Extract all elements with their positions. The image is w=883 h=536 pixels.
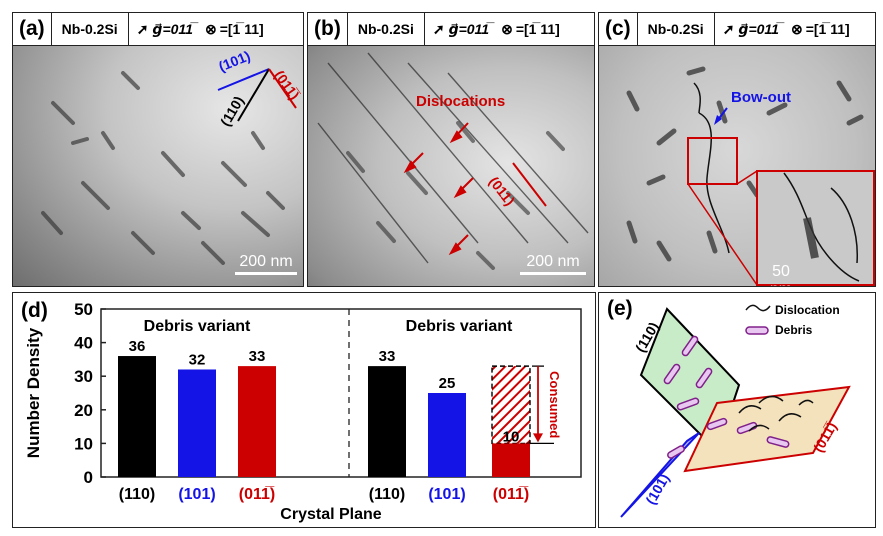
panel-b-scale-text: 200 nm — [526, 253, 580, 270]
panel-b-zone-axis: =[1̅ 11] — [515, 21, 560, 37]
x-category-label: (110) — [119, 486, 155, 503]
panel-b-dislocations — [317, 52, 589, 270]
zone-axis-icon: ⊗ — [501, 20, 513, 37]
y-axis-label: Number Density — [24, 327, 43, 458]
bar — [118, 356, 156, 477]
panel-a-zone-axis: =[1̅ 11] — [219, 21, 264, 37]
panel-a-material: Nb-0.2Si — [52, 13, 129, 45]
panel-c-header: (c) Nb-0.2Si ➚ g⃗=011̅ ⊗ =[1̅ 11] — [599, 13, 875, 46]
bar-value-label: 32 — [189, 351, 206, 368]
bar-value-label: 10 — [503, 428, 520, 445]
panel-d-label: (d) — [21, 299, 48, 322]
bar-value-label: 25 — [439, 375, 456, 392]
panel-c-bow-out-label: Bow-out — [731, 89, 791, 106]
consumed-arrow-head — [533, 433, 543, 443]
group-title: Debris variant — [406, 318, 513, 335]
panel-b-g-vector: g⃗=011̅ — [448, 20, 490, 37]
y-tick-label: 10 — [74, 434, 93, 453]
panel-a-debris — [41, 68, 297, 265]
bar — [178, 369, 216, 477]
chart-svg: (d) 0 10 20 30 40 50 Number Density Crystal Plan… — [21, 299, 582, 523]
panel-a-g-vector: g⃗=011̅ — [152, 20, 193, 37]
x-category-label: (011̅) — [493, 485, 529, 503]
bar — [492, 443, 530, 477]
panel-c-material: Nb-0.2Si — [638, 13, 715, 45]
x-axis-label: Crystal Plane — [280, 506, 381, 523]
bar-value-label: 36 — [129, 338, 146, 355]
x-category-label: (101) — [178, 486, 215, 503]
panel-a-micrograph: (a) Nb-0.2Si ➚ g⃗=011̅ ⊗ =[1̅ 11] (101) (1… — [12, 12, 304, 287]
y-tick-label: 50 — [74, 300, 93, 319]
panel-c-zone-axis: =[1̅ 11] — [805, 21, 850, 37]
panel-d-chart: (d) 0 10 20 30 40 50 Number Density Crystal Plan… — [12, 292, 596, 528]
y-tick-label: 30 — [74, 367, 93, 386]
panel-e-drawing — [620, 304, 851, 518]
panel-b-micrograph: (b) Nb-0.2Si ➚ g⃗=011̅ ⊗ =[1̅ 11] Dislocat… — [307, 12, 595, 287]
panel-b-scale-bar: 200 nm — [520, 253, 586, 275]
bar-value-label: 33 — [379, 348, 396, 365]
g-arrow-icon: ➚ — [136, 20, 149, 37]
panel-c-scale-bar: 50 nm — [761, 263, 801, 286]
panel-a-label: (a) — [13, 13, 52, 45]
zone-axis-icon: ⊗ — [204, 20, 217, 37]
panel-a-scale-bar: 200 nm — [235, 253, 297, 275]
zone-axis-icon: ⊗ — [790, 20, 803, 37]
x-category-label: (101) — [428, 486, 465, 503]
panel-b-header: (b) Nb-0.2Si ➚ g⃗=011̅ ⊗ =[1̅ 11] — [308, 13, 594, 46]
panel-b-dislocations-label: Dislocations — [416, 93, 506, 110]
g-arrow-icon: ➚ — [722, 20, 735, 37]
bar — [368, 366, 406, 477]
legend-debris: Debris — [775, 323, 813, 337]
panel-c-micrograph: (c) Nb-0.2Si ➚ g⃗=011̅ ⊗ =[1̅ 11] Bow-out … — [598, 12, 876, 287]
panel-c-scale-text: 50 nm — [770, 263, 792, 286]
chart-frame — [100, 308, 582, 478]
x-category-label: (011̅) — [239, 485, 275, 503]
panel-a-scale-text: 200 nm — [239, 253, 293, 270]
g-arrow-icon: ➚ — [432, 20, 445, 37]
panel-b-material: Nb-0.2Si — [348, 13, 425, 45]
x-category-label: (110) — [369, 486, 405, 503]
group-title: Debris variant — [144, 318, 251, 335]
panel-c-features — [626, 66, 875, 286]
bar — [238, 366, 276, 477]
consumed-bar — [491, 365, 531, 445]
y-tick-label: 40 — [74, 334, 93, 353]
panel-e-label: (e) — [607, 297, 633, 320]
panel-e-schematic: (e) Dislocation Debris (110) (011̅) (101… — [598, 292, 876, 528]
bar-value-label: 33 — [249, 348, 266, 365]
legend-dislocation: Dislocation — [775, 303, 840, 317]
y-tick-label: 0 — [84, 468, 93, 487]
consumed-label: Consumed — [547, 371, 562, 438]
panel-b-label: (b) — [308, 13, 348, 45]
panel-a-header: (a) Nb-0.2Si ➚ g⃗=011̅ ⊗ =[1̅ 11] — [13, 13, 303, 46]
panel-c-g-vector: g⃗=011̅ — [738, 20, 779, 37]
plane-011-shape — [683, 385, 851, 473]
y-tick-label: 20 — [74, 401, 93, 420]
bar — [428, 393, 466, 477]
panel-c-label: (c) — [599, 13, 638, 45]
